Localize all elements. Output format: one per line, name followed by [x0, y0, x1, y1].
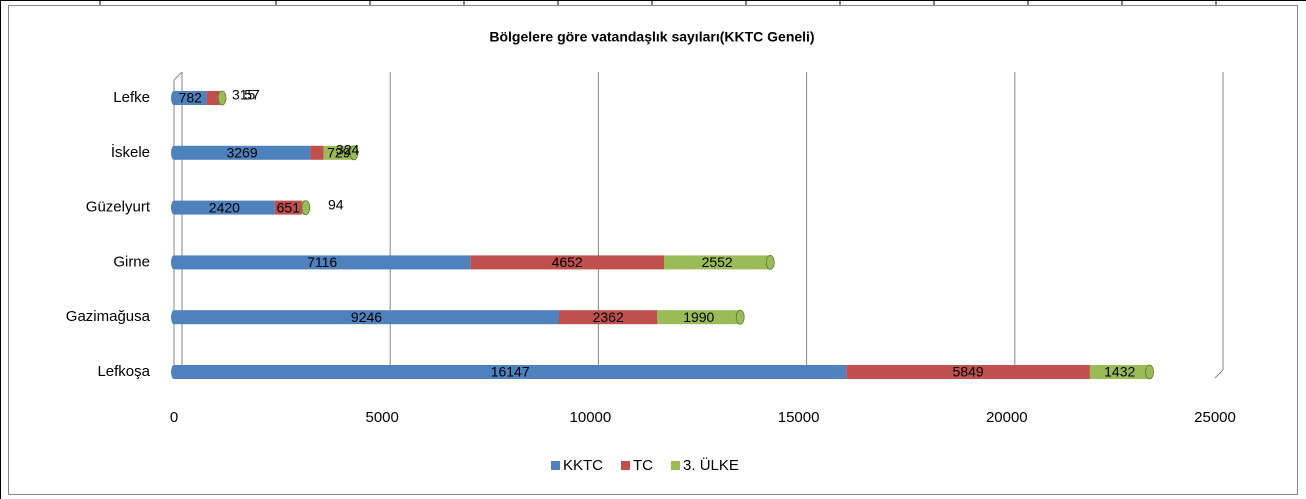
- y-tick-label: Gazimağusa: [66, 308, 151, 325]
- data-label: 5849: [953, 364, 984, 380]
- bar: [174, 255, 471, 270]
- bar-base: [171, 255, 177, 270]
- y-tick-label: Güzelyurt: [86, 199, 151, 216]
- bar: [1089, 365, 1150, 379]
- data-label: 2552: [702, 254, 733, 270]
- legend-swatch: [671, 461, 681, 470]
- bar-cap: [301, 200, 311, 216]
- bar: [174, 91, 207, 105]
- data-label: 2362: [593, 309, 624, 325]
- bar-cap: [217, 90, 227, 106]
- bar: [174, 200, 275, 215]
- bar: [657, 310, 741, 325]
- x-tick-label: 0: [170, 409, 178, 426]
- data-label: 729: [327, 145, 351, 161]
- bar-cap: [765, 254, 775, 270]
- data-label: 782: [179, 90, 203, 106]
- data-label: 16147: [491, 364, 530, 380]
- legend-label: 3. ÜLKE: [683, 456, 739, 474]
- data-label: 57: [244, 87, 260, 103]
- data-label: 324: [336, 142, 360, 158]
- legend-swatch: [551, 461, 560, 470]
- y-tick-label: Lefkoşa: [97, 363, 150, 380]
- data-label: 4652: [552, 254, 583, 270]
- data-label: 7116: [307, 254, 337, 270]
- bar-base: [171, 91, 177, 105]
- data-label: 9246: [351, 309, 382, 325]
- legend-swatch: [621, 461, 631, 470]
- bar: [664, 255, 771, 270]
- bar: [174, 310, 560, 325]
- bar-base: [171, 200, 177, 215]
- bar-base: [171, 365, 177, 379]
- x-tick-label: 5000: [366, 409, 399, 426]
- data-label: 315: [232, 87, 256, 103]
- bar: [274, 200, 302, 215]
- bar: [846, 365, 1090, 379]
- axis-wall: [173, 71, 183, 81]
- bar: [174, 365, 847, 379]
- data-label: 1990: [683, 309, 714, 325]
- bar-cap: [735, 309, 745, 325]
- bar-cap: [1145, 364, 1154, 380]
- data-label: 651: [277, 199, 301, 215]
- data-label: 3269: [226, 145, 257, 161]
- y-tick-label: Girne: [113, 253, 150, 270]
- y-tick-label: Lefke: [113, 89, 150, 106]
- y-tick-label: İskele: [111, 143, 150, 161]
- x-tick-label: 25000: [1194, 409, 1236, 426]
- bar: [323, 145, 354, 160]
- bar: [470, 255, 665, 270]
- grid-line: [1214, 369, 1224, 379]
- bar: [206, 91, 220, 105]
- chart-area: [8, 5, 1298, 495]
- data-label: 2420: [209, 199, 240, 215]
- bar-cap: [349, 145, 359, 161]
- bar: [310, 145, 324, 160]
- chart-title: Bölgelere göre vatandaşlık sayıları(KKTC…: [489, 29, 814, 45]
- bar: [559, 310, 658, 325]
- legend-label: KKTC: [563, 457, 603, 474]
- bar: [174, 145, 311, 160]
- x-tick-label: 15000: [778, 409, 820, 426]
- x-tick-label: 20000: [986, 409, 1028, 426]
- bar-base: [171, 145, 177, 160]
- legend-label: TC: [633, 457, 653, 474]
- data-label: 94: [328, 196, 344, 212]
- x-tick-label: 10000: [570, 409, 612, 426]
- bar-base: [171, 310, 177, 325]
- data-label: 1432: [1104, 364, 1135, 380]
